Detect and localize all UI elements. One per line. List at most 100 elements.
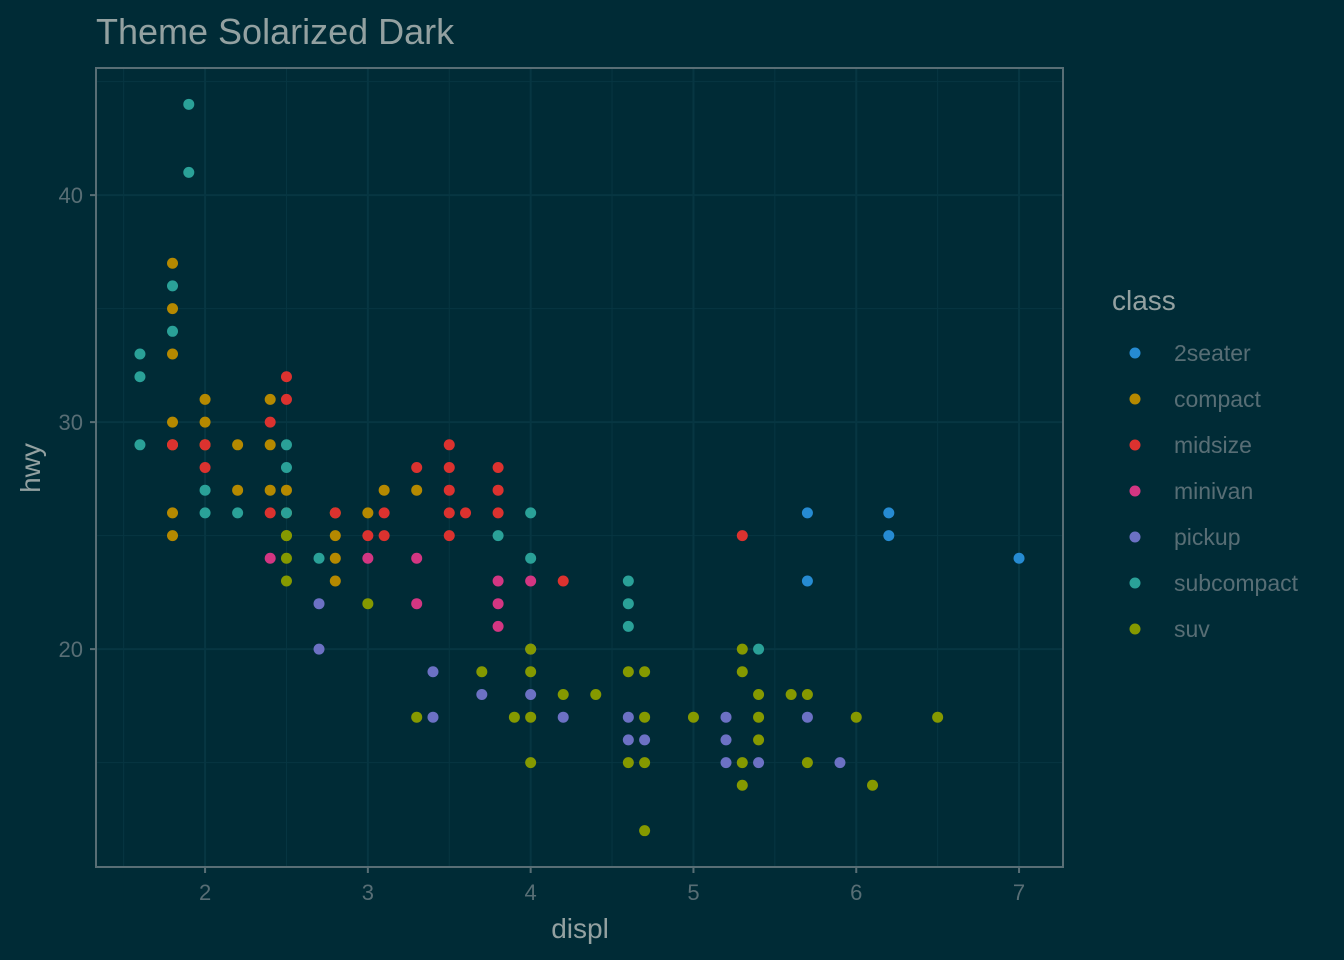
data-point-suv bbox=[362, 598, 374, 610]
data-point-pickup bbox=[525, 688, 537, 700]
data-point-subcompact bbox=[183, 98, 195, 110]
data-point-compact bbox=[167, 257, 179, 269]
data-point-pickup bbox=[427, 666, 439, 678]
x-tick-label: 5 bbox=[687, 880, 699, 905]
data-point-midsize bbox=[492, 462, 504, 473]
data-point-suv bbox=[280, 530, 292, 542]
data-point-pickup bbox=[720, 711, 732, 723]
data-point-subcompact bbox=[199, 507, 211, 519]
data-point-minivan bbox=[492, 620, 504, 632]
data-point-subcompact bbox=[622, 575, 634, 587]
data-point-subcompact bbox=[167, 280, 179, 292]
x-tick-label: 3 bbox=[362, 880, 374, 905]
legend: class 2seater compact midsize minivan pickup… bbox=[1112, 285, 1299, 642]
data-point-suv bbox=[590, 688, 602, 700]
data-point-suv bbox=[525, 757, 537, 769]
data-point-compact bbox=[232, 439, 244, 451]
data-point-compact bbox=[280, 484, 292, 496]
legend-label-suv: suv bbox=[1174, 616, 1210, 642]
data-point-midsize bbox=[362, 530, 374, 542]
legend-label-pickup: pickup bbox=[1174, 524, 1240, 550]
data-point-suv bbox=[476, 666, 488, 678]
data-point-subcompact bbox=[280, 507, 292, 519]
data-point-compact bbox=[362, 507, 374, 519]
data-point-midsize bbox=[329, 507, 341, 519]
legend-label-minivan: minivan bbox=[1174, 478, 1253, 504]
data-point-2seater bbox=[801, 575, 813, 587]
data-point-midsize bbox=[378, 530, 390, 542]
data-point-suv bbox=[639, 825, 651, 837]
legend-title: class bbox=[1112, 285, 1176, 316]
data-point-subcompact bbox=[280, 462, 292, 473]
legend-label-subcompact: subcompact bbox=[1174, 570, 1299, 596]
data-point-subcompact bbox=[199, 484, 211, 496]
data-point-suv bbox=[736, 779, 748, 791]
data-point-suv bbox=[280, 575, 292, 587]
legend-items: 2seater compact midsize minivan pickup subcom… bbox=[1129, 340, 1299, 642]
legend-label-compact: compact bbox=[1174, 386, 1262, 412]
data-point-suv bbox=[622, 757, 634, 769]
data-point-midsize bbox=[378, 507, 390, 519]
data-point-minivan bbox=[264, 552, 276, 564]
data-point-compact bbox=[199, 416, 211, 428]
legend-key-suv bbox=[1129, 623, 1141, 635]
grid bbox=[96, 68, 1063, 867]
data-point-midsize bbox=[443, 530, 455, 542]
data-point-midsize bbox=[280, 371, 292, 383]
x-axis-title: displ bbox=[551, 913, 609, 944]
data-point-suv bbox=[557, 688, 569, 700]
legend-key-2seater bbox=[1129, 347, 1141, 359]
data-point-compact bbox=[329, 552, 341, 564]
data-point-compact bbox=[167, 530, 179, 542]
data-point-midsize bbox=[199, 462, 211, 473]
data-point-compact bbox=[264, 393, 276, 405]
data-point-subcompact bbox=[280, 439, 292, 451]
data-point-subcompact bbox=[492, 530, 504, 542]
legend-key-compact bbox=[1129, 393, 1141, 405]
data-point-pickup bbox=[622, 711, 634, 723]
data-point-compact bbox=[264, 439, 276, 451]
data-point-compact bbox=[378, 484, 390, 496]
data-point-pickup bbox=[720, 757, 732, 769]
data-point-suv bbox=[280, 552, 292, 564]
data-point-pickup bbox=[622, 734, 634, 746]
data-point-subcompact bbox=[183, 166, 195, 178]
data-point-midsize bbox=[280, 393, 292, 405]
data-point-minivan bbox=[411, 552, 423, 564]
data-point-midsize bbox=[460, 507, 472, 519]
data-point-compact bbox=[167, 507, 179, 519]
data-point-minivan bbox=[492, 575, 504, 587]
data-point-suv bbox=[508, 711, 520, 723]
data-point-compact bbox=[329, 530, 341, 542]
data-point-suv bbox=[622, 666, 634, 678]
y-axis-title: hwy bbox=[15, 443, 46, 493]
data-point-suv bbox=[525, 643, 537, 655]
data-point-pickup bbox=[427, 711, 439, 723]
data-point-midsize bbox=[167, 439, 179, 451]
data-point-compact bbox=[264, 484, 276, 496]
data-points bbox=[134, 98, 1025, 837]
data-point-minivan bbox=[525, 575, 537, 587]
x-tick-label: 7 bbox=[1013, 880, 1025, 905]
x-tick-label: 4 bbox=[525, 880, 537, 905]
legend-label-midsize: midsize bbox=[1174, 432, 1252, 458]
data-point-compact bbox=[167, 416, 179, 428]
data-point-subcompact bbox=[134, 371, 146, 383]
data-point-pickup bbox=[476, 688, 488, 700]
data-point-midsize bbox=[199, 439, 211, 451]
y-tick-label: 40 bbox=[59, 183, 83, 208]
x-tick-label: 6 bbox=[850, 880, 862, 905]
data-point-suv bbox=[411, 711, 423, 723]
data-point-suv bbox=[753, 688, 765, 700]
data-point-pickup bbox=[753, 757, 765, 769]
data-point-pickup bbox=[639, 734, 651, 746]
data-point-2seater bbox=[801, 507, 813, 519]
data-point-pickup bbox=[720, 734, 732, 746]
data-point-subcompact bbox=[134, 348, 146, 360]
data-point-subcompact bbox=[525, 507, 537, 519]
chart-title: Theme Solarized Dark bbox=[96, 11, 455, 52]
data-point-2seater bbox=[1013, 552, 1025, 564]
data-point-suv bbox=[687, 711, 699, 723]
